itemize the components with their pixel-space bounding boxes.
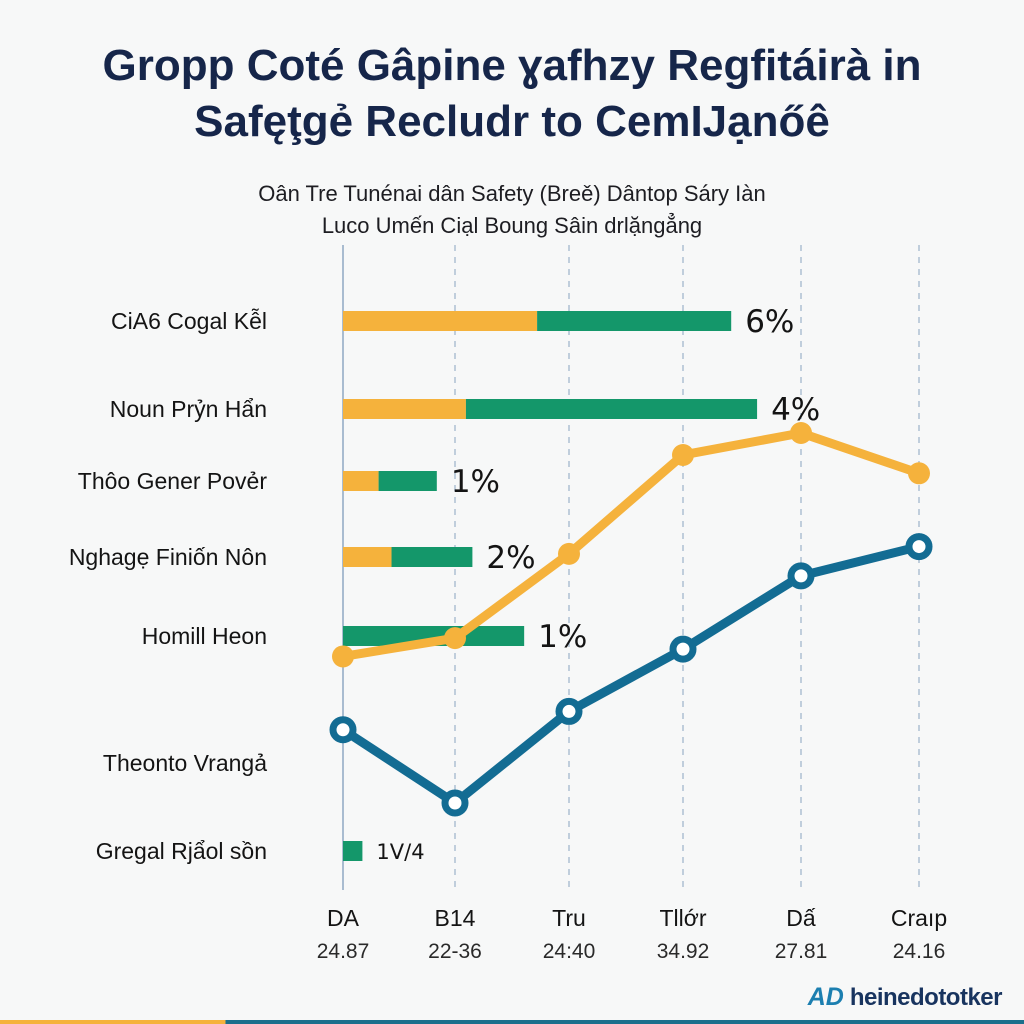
bar-segment-green <box>378 471 437 491</box>
x-tick-label: Tru <box>552 905 586 931</box>
point-blue <box>787 562 815 590</box>
line-orange <box>338 428 924 661</box>
category-label: Homill Heon <box>142 623 267 649</box>
bar-value-label: 2% <box>486 540 535 576</box>
x-tick-value: 34.92 <box>657 940 710 963</box>
point-blue <box>669 635 697 663</box>
category-label: Theonto Vrangả <box>103 750 267 776</box>
x-tick-value: 24:40 <box>543 940 596 963</box>
bar-value-label: 1% <box>451 464 500 500</box>
chart-labels: CiA6 Cogal Kễl 6% Noun Prỷn Hẩn 4% Thôo Gene… <box>69 304 947 963</box>
x-tick-label: DA <box>327 905 360 931</box>
bar-value-label: 1% <box>538 619 587 655</box>
grid-lines <box>342 245 920 890</box>
bar-segment-orange <box>343 547 392 567</box>
x-tick-value: 22-36 <box>428 940 482 963</box>
bar-value-label: 4% <box>771 392 820 428</box>
chart-title-line-2: Safęţgẻ Recludr to CemIJạnőê <box>194 97 830 146</box>
line-series <box>329 422 933 817</box>
brand-watermark: AD heinedototker <box>807 983 1003 1012</box>
bar-segment-orange <box>343 311 538 331</box>
bar-value-label: 1V/4 <box>376 840 424 864</box>
point-orange <box>558 542 580 565</box>
chart-subtitle-line-2: Luco Umến Ciạl Boung Sâin drlặngẳng <box>321 213 703 238</box>
x-tick-label: B14 <box>435 905 476 931</box>
point-blue <box>441 789 469 817</box>
x-tick-value: 24.16 <box>893 940 946 963</box>
x-tick-value: 24.87 <box>317 940 370 963</box>
point-orange <box>908 462 930 485</box>
category-label: Nghagẹ Finiốn Nôn <box>69 544 267 570</box>
bar-segment-green <box>537 311 732 331</box>
bottom-rule <box>0 1020 1024 1024</box>
x-tick-label: Craıp <box>891 905 947 931</box>
category-label: Thôo Gener Povẻr <box>78 468 268 494</box>
bar-segment-green <box>343 841 363 861</box>
bar-segment-green <box>343 626 525 646</box>
bar-segment-green <box>391 547 473 567</box>
point-blue <box>905 533 933 561</box>
chart-subtitle: Oân Tre Tunénai dân Safety (Breě) Dântop… <box>80 178 944 242</box>
point-orange <box>672 443 694 466</box>
point-orange <box>444 627 466 650</box>
x-tick-label: Dấ <box>786 905 816 931</box>
category-label: Gregal Rjẩol sồn <box>96 838 267 864</box>
point-blue <box>555 697 583 725</box>
x-tick-label: Tllớr <box>659 905 706 931</box>
bar-value-label: 6% <box>745 304 794 340</box>
category-label: Noun Prỷn Hẩn <box>110 396 267 422</box>
chart-subtitle-line-1: Oân Tre Tunénai dân Safety (Breě) Dântop… <box>258 181 766 206</box>
brand-logo-icon: AD <box>807 983 844 1011</box>
line-blue <box>338 542 924 808</box>
brand-text: heinedototker <box>849 983 1003 1011</box>
bar-segment-orange <box>343 399 466 419</box>
bar-segment-green <box>465 399 758 419</box>
point-orange <box>332 645 354 668</box>
chart-title-line-1: Gropp Coté Gâpine ɣafhzy Regfitáirà in <box>102 41 922 90</box>
bar-segment-orange <box>343 471 379 491</box>
point-blue <box>329 716 357 744</box>
point-orange <box>790 422 812 444</box>
chart-title: Gropp Coté Gâpine ɣafhzy Regfitáirà in S… <box>40 38 984 150</box>
bar-series <box>343 311 758 861</box>
x-tick-value: 27.81 <box>775 940 828 963</box>
category-label: CiA6 Cogal Kễl <box>111 308 267 334</box>
